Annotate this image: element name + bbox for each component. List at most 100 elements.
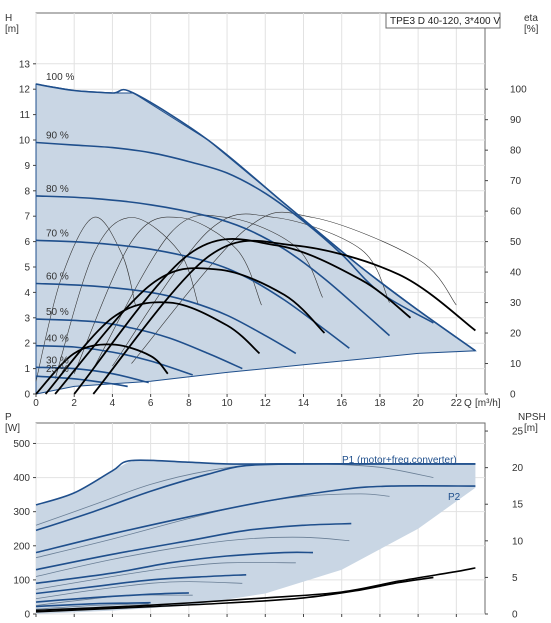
eta-tick-label: 20 xyxy=(510,329,522,340)
head-curve xyxy=(35,195,391,337)
p2-curve xyxy=(35,536,350,577)
npsh-tick-label: 25 xyxy=(512,427,524,438)
npsh-axis-label: NPSH xyxy=(518,412,546,423)
head-curve-labels: 100 % 90 % 80 % 70 % 60 % 50 % 40 % 30 %25 % xyxy=(46,72,74,375)
eta-curves xyxy=(35,238,476,395)
head-curves xyxy=(35,83,476,388)
p2-series-label: P2 xyxy=(448,492,461,503)
head-tick-label: 10 xyxy=(19,136,31,147)
head-curve-label: 50 % xyxy=(46,307,69,318)
npsh-curve xyxy=(35,567,476,612)
head-plot-ticks: 0123456789101112130102030405060708090100… xyxy=(19,59,527,409)
npsh-tick-label: 20 xyxy=(512,463,524,474)
eta-tick-label: 0 xyxy=(510,390,516,401)
head-efficiency-plot: 100 % 90 % 80 % 70 % 60 % 50 % 40 % 30 %25 % 0 1… xyxy=(5,12,539,409)
eta-tick-label: 30 xyxy=(510,298,522,309)
head-tick-label: 7 xyxy=(24,212,30,223)
p1-curve xyxy=(35,592,189,603)
flow-tick-label: 20 xyxy=(413,398,425,409)
flow-tick-label: 10 xyxy=(222,398,234,409)
npsh-curves xyxy=(35,567,476,613)
p2-curve xyxy=(35,581,243,600)
eta-curve xyxy=(73,238,412,395)
power-operating-area xyxy=(36,460,476,614)
flow-tick-label: 8 xyxy=(186,398,192,409)
power-tick-label: 400 xyxy=(13,473,30,484)
head-curve-label: 25 % xyxy=(46,364,69,375)
head-axis-label: H xyxy=(5,13,12,24)
head-tick-label: 8 xyxy=(24,186,30,197)
eta-curve xyxy=(35,343,169,395)
eta-tick-label: 60 xyxy=(510,207,522,218)
eta-tick-label: 50 xyxy=(510,237,522,248)
flow-tick-label: 18 xyxy=(374,398,386,409)
head-curve-label: 60 % xyxy=(46,272,69,283)
p1-series-label: P1 (motor+freq.converter) xyxy=(342,455,457,466)
eta-thin-curve xyxy=(112,213,390,367)
eta-curve xyxy=(44,301,261,395)
head-tick-label: 9 xyxy=(24,161,30,172)
eta-thin-curve xyxy=(131,211,457,364)
flow-tick-label: 6 xyxy=(148,398,154,409)
eta-axis-unit: [%] xyxy=(524,24,539,35)
eta-thin-curves xyxy=(35,211,457,382)
eta-thin-curve xyxy=(35,216,136,382)
npsh-tick-label: 15 xyxy=(512,500,524,511)
head-curve xyxy=(35,344,193,376)
head-curve xyxy=(35,83,476,352)
head-axis-unit: [m] xyxy=(5,24,19,35)
npsh-tick-label: 10 xyxy=(512,536,524,547)
eta-axis-label: eta xyxy=(524,13,538,24)
power-tick-label: 0 xyxy=(24,610,30,621)
head-curve xyxy=(35,318,243,370)
eta-tick-label: 90 xyxy=(510,115,522,126)
head-tick-label: 11 xyxy=(20,110,31,121)
power-npsh-plot: 0 100 200 300 400 500 0 5 10 15 20 25 P1 (motor+fre… xyxy=(5,412,546,621)
p1-curve xyxy=(35,601,151,608)
p2-curve xyxy=(35,603,149,610)
head-curve xyxy=(35,141,434,324)
flow-tick-label: 0 xyxy=(33,398,39,409)
head-tick-label: 0 xyxy=(24,390,30,401)
power-tick-label: 100 xyxy=(13,575,30,586)
power-plot-ticks: 0 100 200 300 400 500 0 5 10 15 20 25 xyxy=(13,427,523,621)
power-tick-label: 500 xyxy=(13,439,30,450)
npsh-tick-label: 0 xyxy=(512,610,518,621)
flow-tick-label: 4 xyxy=(110,398,116,409)
eta-tick-label: 100 xyxy=(510,85,527,96)
p1-curve xyxy=(35,485,476,554)
head-curve-label: 40 % xyxy=(46,334,69,345)
eta-thin-curve xyxy=(54,217,199,379)
eta-curve xyxy=(54,267,326,395)
head-curve-label: 90 % xyxy=(46,131,69,142)
npsh-curve xyxy=(35,576,434,613)
head-tick-label: 6 xyxy=(24,237,30,248)
flow-axis-label: Q xyxy=(464,398,472,409)
head-tick-label: 13 xyxy=(19,59,31,70)
eta-curve xyxy=(92,239,476,395)
power-tick-label: 300 xyxy=(13,507,30,518)
p1-curve xyxy=(35,462,476,532)
head-curve-label: 30 % xyxy=(46,355,69,366)
flow-axis-unit: [m³/h] xyxy=(475,398,501,409)
flow-tick-label: 2 xyxy=(71,398,77,409)
head-tick-label: 4 xyxy=(24,288,30,299)
power-axis-label: P xyxy=(5,412,12,423)
eta-tick-label: 40 xyxy=(510,268,522,279)
head-curve xyxy=(35,239,350,349)
eta-tick-label: 80 xyxy=(510,146,522,157)
head-tick-label: 12 xyxy=(19,85,31,96)
head-tick-label: 3 xyxy=(24,313,30,324)
npsh-tick-label: 5 xyxy=(512,573,518,584)
head-curve xyxy=(35,375,128,388)
chart-title-box: TPE3 D 40-120, 3*400 V xyxy=(385,12,501,29)
chart-title: TPE3 D 40-120, 3*400 V xyxy=(390,16,500,27)
head-curve xyxy=(35,282,297,355)
flow-tick-label: 22 xyxy=(451,398,463,409)
head-curve xyxy=(35,366,149,384)
p1-curve xyxy=(35,574,247,595)
npsh-axis-unit: [m] xyxy=(524,423,538,434)
flow-tick-label: 14 xyxy=(298,398,310,409)
p1-curves xyxy=(35,459,476,608)
